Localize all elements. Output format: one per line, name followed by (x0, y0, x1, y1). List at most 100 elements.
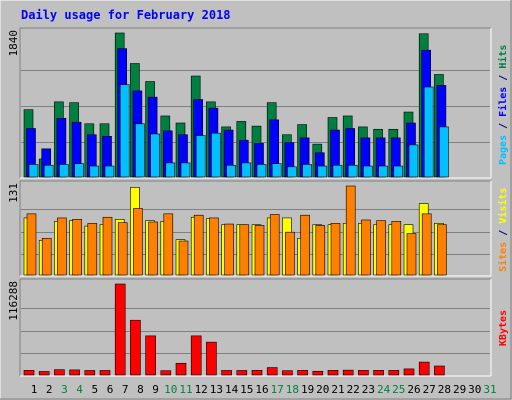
bar-sites-day-24 (376, 220, 386, 276)
bar-pages-day-26 (408, 144, 419, 178)
panel-visits-sites: 131 Sites / Visits (7, 180, 509, 277)
bar-pages-day-20 (317, 165, 328, 178)
bar-kbytes-day-10 (160, 370, 172, 376)
x-tick-day-17: 17 (271, 383, 284, 396)
legend-entry: Sites (497, 242, 509, 272)
bar-sites-day-3 (57, 217, 67, 276)
bar-pages-day-25 (393, 165, 404, 178)
bar-sites-day-8 (133, 208, 143, 276)
x-tick-day-15: 15 (240, 383, 253, 396)
x-tick-day-23: 23 (362, 383, 375, 396)
bar-kbytes-day-28 (434, 365, 445, 376)
bar-pages-day-21 (332, 164, 343, 178)
x-tick-day-19: 19 (301, 383, 314, 396)
bar-pages-day-17 (271, 163, 282, 178)
panel-legend: KBytes (498, 310, 509, 346)
panel-legend: Sites / Visits (497, 188, 509, 272)
bar-kbytes-day-14 (221, 370, 232, 376)
bar-kbytes-day-6 (99, 370, 111, 376)
x-tick-day-24: 24 (377, 383, 391, 396)
x-tick-day-27: 27 (423, 383, 436, 396)
bar-sites-day-13 (209, 217, 219, 276)
x-tick-day-8: 8 (137, 383, 144, 396)
x-tick-day-30: 30 (468, 383, 481, 396)
bar-pages-day-1 (28, 164, 39, 178)
bar-kbytes-day-5 (84, 370, 96, 376)
x-tick-day-9: 9 (152, 383, 159, 396)
bar-pages-day-18 (287, 166, 297, 178)
bar-sites-day-22 (345, 185, 356, 276)
bar-sites-day-6 (102, 216, 113, 276)
bar-kbytes-day-20 (312, 370, 324, 376)
bar-sites-day-25 (391, 221, 402, 276)
bar-pages-day-14 (226, 164, 236, 178)
bar-kbytes-day-21 (327, 370, 339, 376)
x-tick-day-20: 20 (316, 383, 329, 396)
panel-kbytes: 116288 KBytes (7, 278, 509, 377)
legend-entry: Hits (497, 45, 509, 69)
legend-entry: / (498, 224, 509, 242)
bar-pages-day-2 (43, 164, 54, 178)
chart-panels: 1840 Pages / Files / Hits 131 Sites / Visit… (7, 27, 509, 377)
x-tick-day-31: 31 (483, 383, 496, 396)
bar-kbytes-day-27 (418, 361, 430, 376)
bar-sites-day-1 (26, 213, 37, 276)
bar-pages-day-8 (135, 123, 145, 178)
bar-sites-day-26 (406, 233, 417, 276)
x-tick-day-11: 11 (179, 383, 192, 396)
bar-pages-day-12 (195, 135, 206, 178)
bar-pages-day-11 (180, 162, 191, 178)
bar-kbytes-day-19 (297, 370, 308, 376)
bar-kbytes-day-15 (236, 370, 248, 376)
bar-pages-day-19 (302, 164, 312, 178)
bar-sites-day-18 (285, 231, 295, 276)
bar-pages-day-16 (256, 164, 267, 178)
bar-sites-day-23 (361, 219, 371, 276)
bar-sites-day-2 (41, 238, 52, 276)
bar-kbytes-day-9 (145, 335, 156, 376)
bar-kbytes-day-4 (69, 369, 80, 376)
bar-kbytes-day-18 (282, 370, 293, 376)
x-tick-day-25: 25 (392, 383, 405, 396)
y-max-tick-label: 131 (7, 183, 20, 203)
legend-entry: Visits (497, 188, 509, 224)
bar-sites-day-4 (72, 218, 82, 276)
x-tick-day-10: 10 (164, 383, 177, 396)
bar-pages-day-27 (423, 86, 434, 178)
x-tick-day-1: 1 (31, 383, 38, 396)
bar-kbytes-day-7 (114, 283, 126, 376)
bar-pages-day-3 (59, 164, 69, 178)
x-tick-day-4: 4 (76, 383, 83, 396)
x-tick-day-16: 16 (255, 383, 268, 396)
x-tick-day-21: 21 (331, 383, 344, 396)
bar-sites-day-16 (254, 225, 265, 276)
bar-pages-day-13 (211, 132, 221, 178)
bar-pages-day-10 (165, 162, 176, 178)
x-tick-day-3: 3 (61, 383, 68, 396)
x-tick-day-18: 18 (286, 383, 299, 396)
bar-sites-day-9 (148, 221, 158, 276)
bar-kbytes-day-25 (388, 370, 400, 376)
bar-kbytes-day-2 (38, 371, 50, 376)
bar-kbytes-day-16 (251, 370, 263, 376)
legend-entry: / (498, 69, 509, 87)
bar-pages-day-4 (74, 163, 84, 178)
chart-title: Daily usage for February 2018 (21, 8, 231, 22)
x-axis-day-labels: 1 2 3 4 5 6 7 8 9 10 11 12 13 14 15 16 17 18 19 20 21 22 23 24 2… (31, 383, 497, 396)
bar-kbytes-day-8 (130, 319, 141, 376)
bar-pages-day-22 (347, 164, 358, 178)
x-tick-day-28: 28 (438, 383, 451, 396)
bar-kbytes-day-26 (403, 368, 415, 376)
legend-entry: / (498, 117, 509, 135)
bar-pages-day-23 (363, 165, 373, 178)
x-tick-day-12: 12 (195, 383, 208, 396)
bar-sites-day-10 (163, 213, 174, 276)
bar-pages-day-6 (104, 165, 115, 178)
bar-sites-day-17 (269, 214, 280, 276)
bar-sites-day-20 (315, 225, 326, 276)
bar-sites-day-14 (224, 223, 234, 276)
x-tick-day-7: 7 (122, 383, 129, 396)
bar-pages-day-5 (89, 165, 100, 178)
x-tick-day-2: 2 (46, 383, 53, 396)
y-max-tick-label: 116288 (7, 281, 20, 321)
